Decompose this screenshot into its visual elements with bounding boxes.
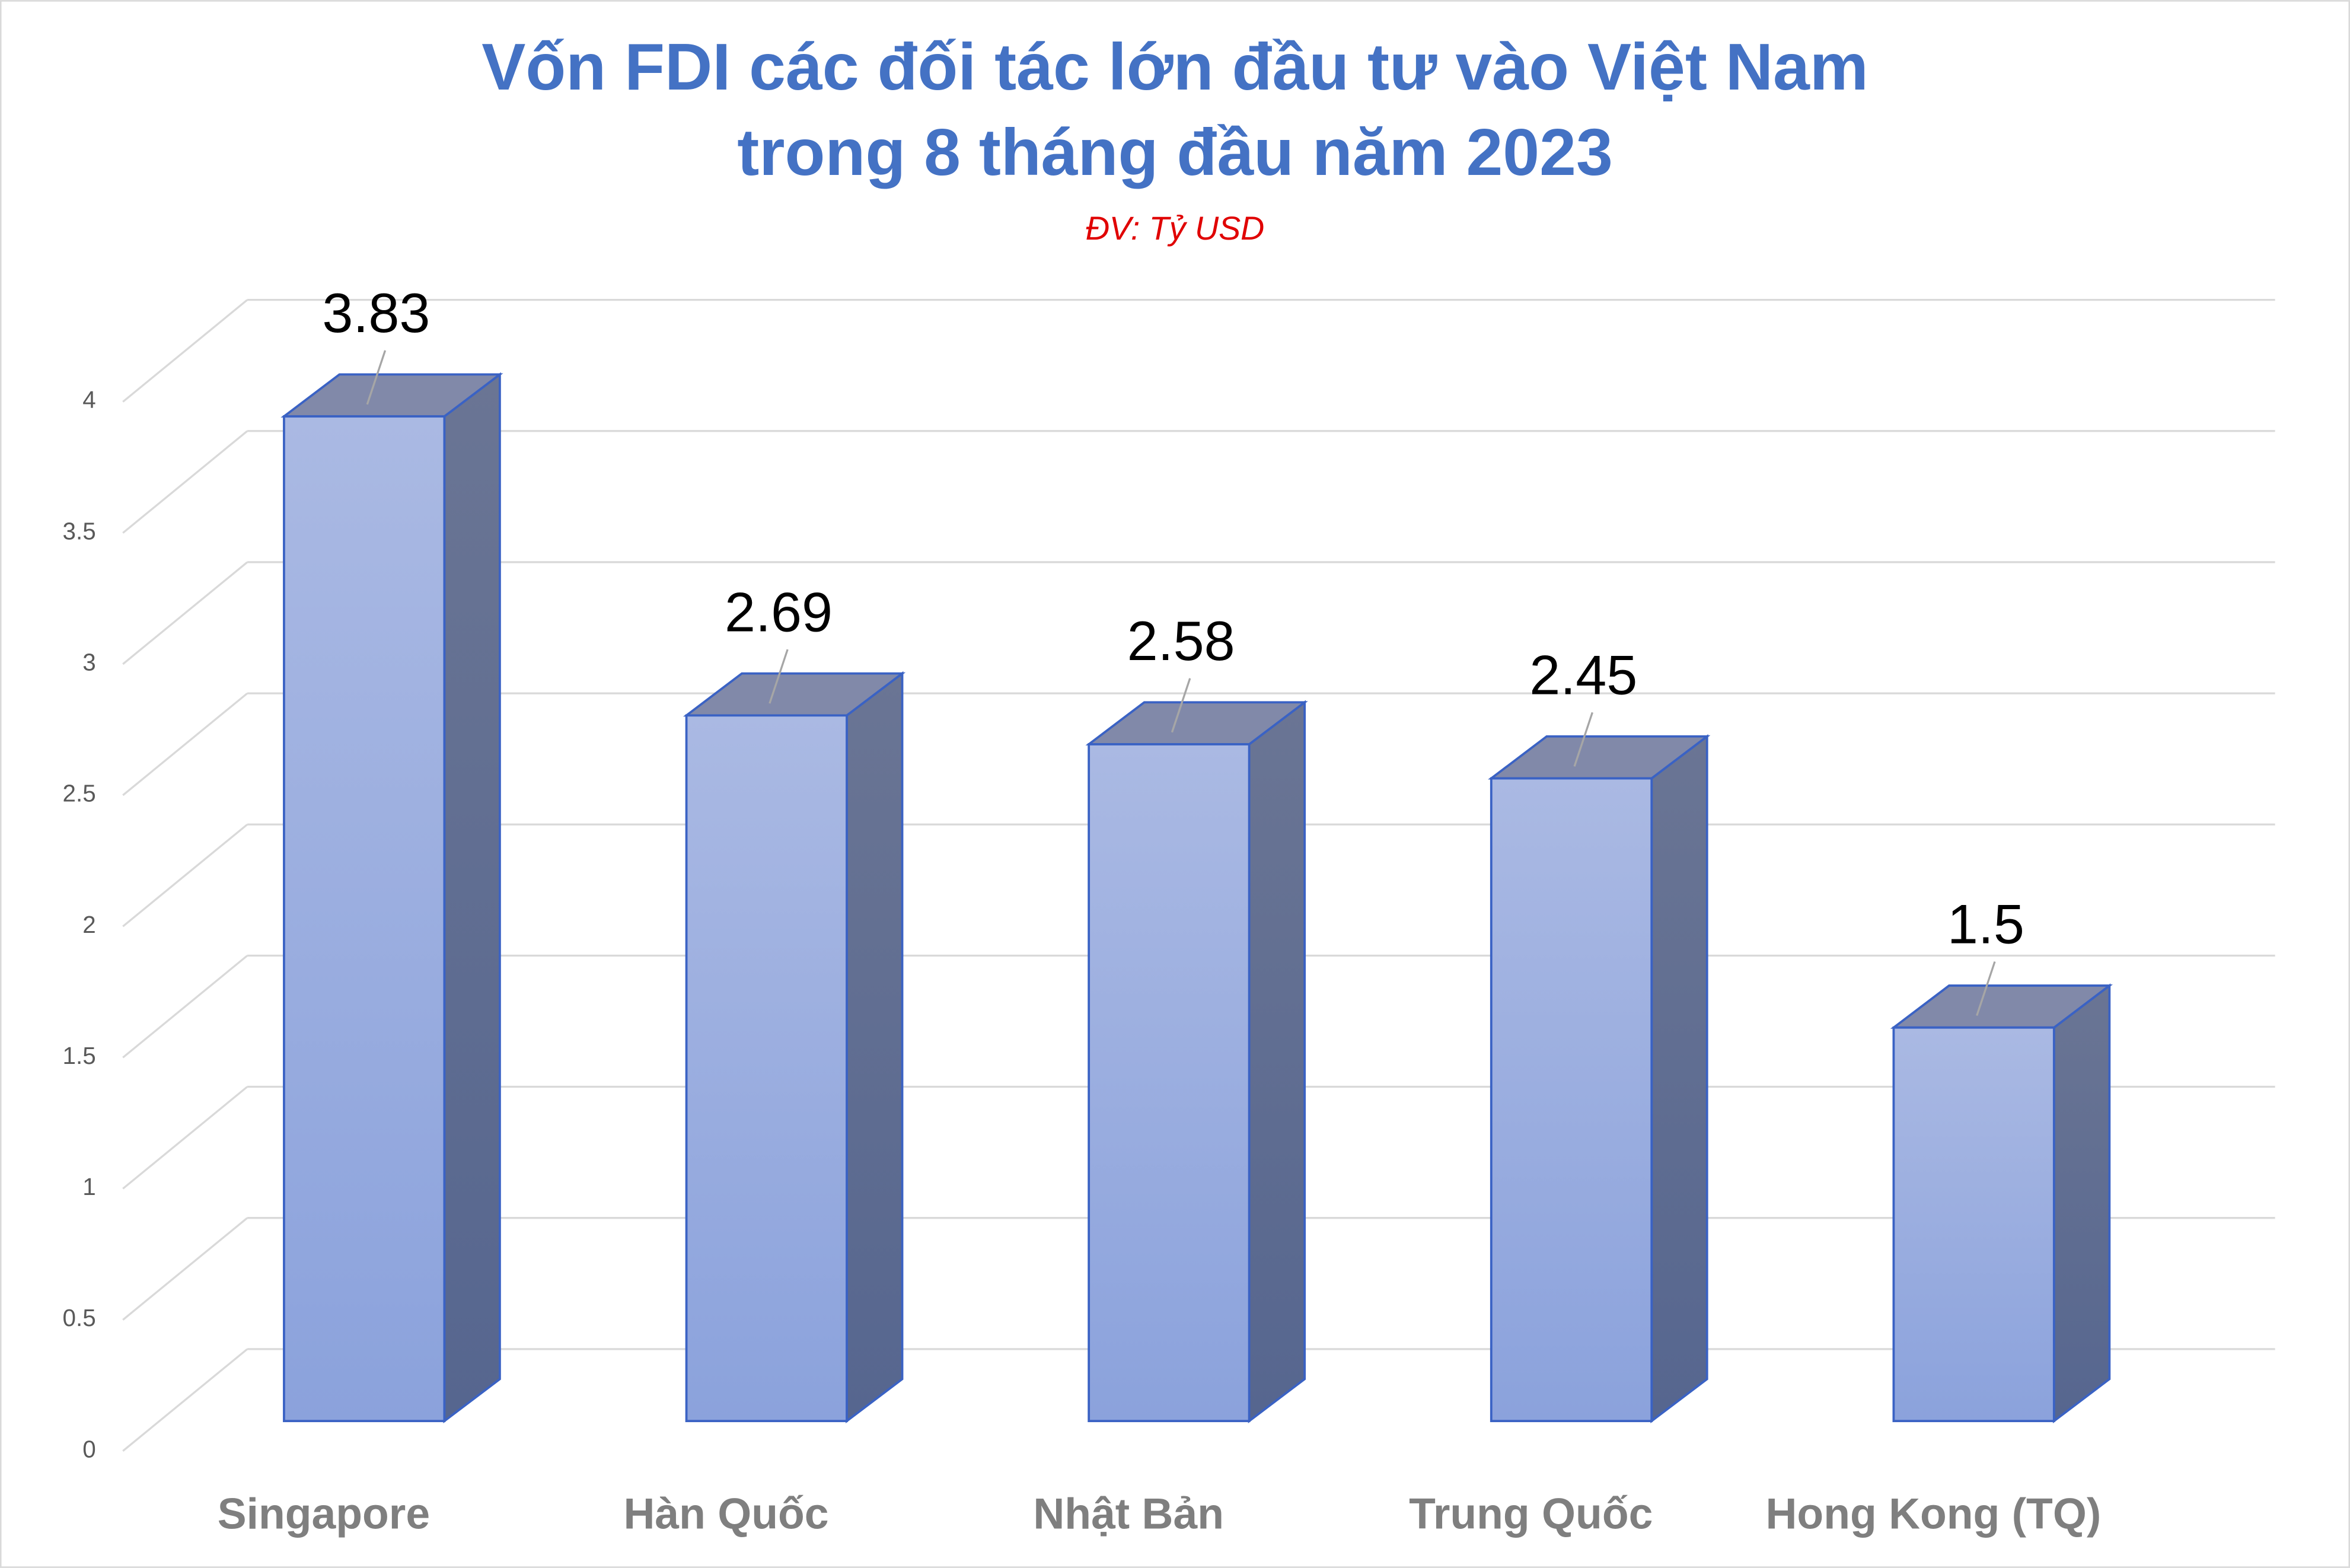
bar-side (1248, 700, 1306, 1423)
y-tick-label: 1 (82, 1173, 95, 1200)
y-tick-label: 1.5 (63, 1042, 96, 1069)
bar (1490, 777, 1653, 1423)
y-tick-label: 0.5 (63, 1304, 96, 1331)
y-tick-label: 0 (82, 1435, 95, 1462)
bar (283, 415, 446, 1423)
bar-side (846, 671, 904, 1423)
x-tick-label: Singapore (218, 1489, 430, 1538)
bar-side (2052, 983, 2111, 1423)
grid-line (122, 561, 248, 665)
bar-side (443, 372, 501, 1423)
bar (1088, 743, 1251, 1423)
grid-line (122, 692, 248, 796)
leader-line (366, 350, 387, 405)
y-tick-label: 2.5 (63, 780, 96, 807)
plot-area: 0 0.5 1 1.5 2 2.5 3 3.5 4 3.83 Singapore 2.69 Hàn Qu… (63, 282, 2275, 1538)
grid-line (122, 955, 248, 1059)
y-tick-label: 4 (82, 386, 95, 413)
grid-line (122, 823, 248, 928)
grid-line (122, 299, 248, 403)
data-label: 2.69 (725, 581, 833, 643)
y-tick-label: 3.5 (63, 517, 96, 544)
bar (685, 714, 848, 1423)
x-tick-label: Trung Quốc (1409, 1489, 1653, 1538)
x-tick-label: Hong Kong (TQ) (1766, 1489, 2102, 1538)
data-label: 2.58 (1127, 610, 1235, 672)
leader-line (1976, 961, 1996, 1016)
y-tick-label: 3 (82, 648, 95, 675)
data-label: 3.83 (322, 282, 430, 344)
grid-line (122, 430, 248, 534)
chart-title: trong 8 tháng đầu năm 2023 (737, 115, 1613, 189)
leader-line (769, 649, 789, 704)
data-label: 2.45 (1529, 643, 1637, 706)
bar-side (1650, 734, 1708, 1423)
y-tick-label: 2 (82, 911, 95, 938)
x-tick-label: Hàn Quốc (623, 1489, 828, 1538)
grid-line (122, 1086, 248, 1190)
bar (1892, 1026, 2055, 1423)
leader-line (1573, 712, 1593, 767)
leader-line (1171, 678, 1191, 733)
grid-line (122, 1348, 248, 1452)
data-label: 1.5 (1947, 893, 2024, 955)
grid-line (122, 1217, 248, 1321)
chart-subtitle: ĐV: Tỷ USD (1086, 210, 1265, 247)
chart-title: Vốn FDI các đối tác lớn đầu tư vào Việt … (482, 30, 1868, 104)
x-tick-label: Nhật Bản (1033, 1489, 1224, 1538)
